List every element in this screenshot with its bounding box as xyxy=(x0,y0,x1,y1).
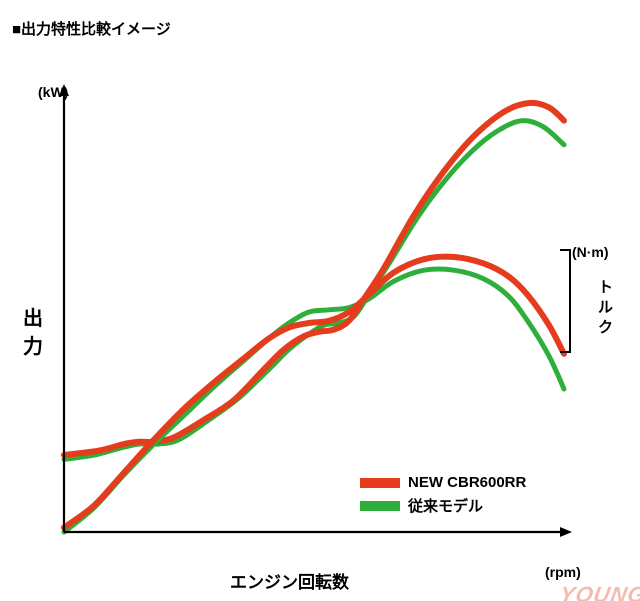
legend-label: 従来モデル xyxy=(408,495,483,516)
series-power_old xyxy=(64,121,564,460)
chart-canvas xyxy=(0,0,640,601)
legend-item: 従来モデル xyxy=(360,495,526,516)
legend-label: NEW CBR600RR xyxy=(408,474,526,491)
legend: NEW CBR600RR 従来モデル xyxy=(360,474,526,520)
torque-side-label: トルク xyxy=(598,278,613,338)
y-axis-unit-top: (kW) xyxy=(38,84,68,100)
x-axis-label-center: エンジン回転数 xyxy=(230,568,349,593)
x-axis-arrow-icon xyxy=(560,527,572,537)
legend-item: NEW CBR600RR xyxy=(360,474,526,491)
torque-unit-label: (N·m) xyxy=(572,244,609,260)
legend-swatch xyxy=(360,478,400,488)
y-axis-label-left: 出力 xyxy=(23,305,43,361)
x-axis-unit-right: (rpm) xyxy=(545,564,581,580)
torque-bracket xyxy=(560,250,570,352)
watermark-main: YOUNG xyxy=(558,582,640,601)
page-title: ■出力特性比較イメージ xyxy=(12,18,171,39)
legend-swatch xyxy=(360,501,400,511)
watermark: YOUNG xyxy=(558,582,640,601)
